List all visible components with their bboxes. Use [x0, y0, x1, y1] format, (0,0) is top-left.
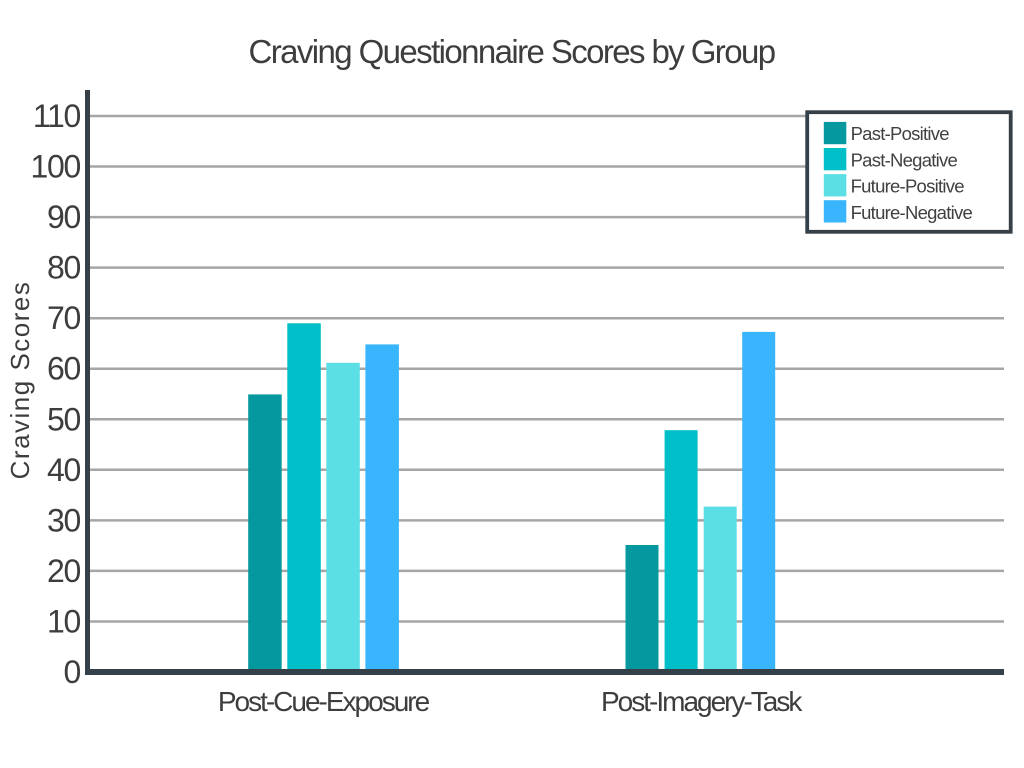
svg-text:40: 40: [47, 452, 80, 488]
svg-text:Past-Positive: Past-Positive: [851, 123, 950, 144]
svg-text:30: 30: [47, 502, 80, 538]
svg-text:Post-Imagery-Task: Post-Imagery-Task: [601, 686, 803, 717]
svg-text:90: 90: [47, 199, 80, 235]
svg-text:Post-Cue-Exposure: Post-Cue-Exposure: [218, 686, 430, 717]
svg-text:70: 70: [47, 300, 80, 336]
svg-text:Craving Scores: Craving Scores: [5, 281, 35, 480]
svg-text:100: 100: [31, 149, 81, 185]
svg-text:10: 10: [47, 604, 80, 640]
svg-text:Past-Negative: Past-Negative: [851, 149, 958, 170]
svg-text:20: 20: [47, 553, 80, 589]
svg-text:0: 0: [64, 654, 81, 690]
svg-text:Future-Positive: Future-Positive: [851, 176, 965, 197]
svg-text:50: 50: [47, 401, 80, 437]
svg-text:Future-Negative: Future-Negative: [851, 202, 973, 223]
svg-text:110: 110: [33, 98, 81, 134]
svg-text:Craving Questionnaire Scores b: Craving Questionnaire Scores by Group: [249, 33, 775, 70]
svg-text:60: 60: [47, 351, 80, 387]
svg-text:80: 80: [47, 250, 80, 286]
